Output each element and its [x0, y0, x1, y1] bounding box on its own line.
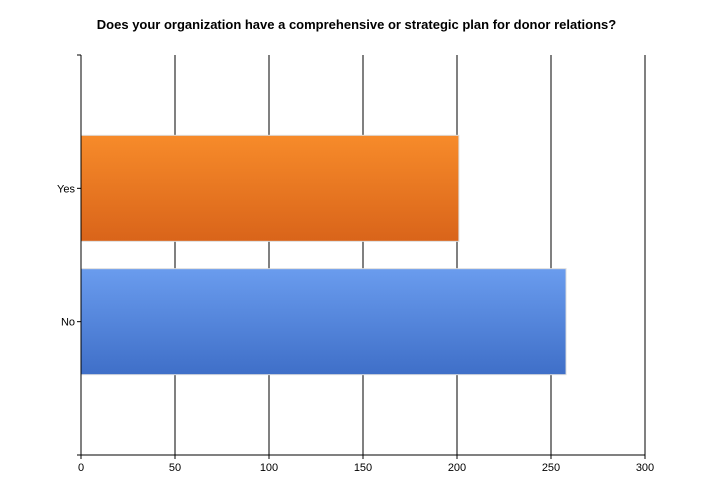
bar-yes: [80, 134, 460, 242]
bars: [80, 134, 567, 376]
bar-no: [80, 268, 567, 376]
x-tick-label: 50: [169, 462, 181, 474]
y-tick-label: Yes: [57, 183, 75, 195]
y-tick-label: No: [61, 317, 75, 329]
x-tick-label: 0: [78, 462, 84, 474]
axes: Yes No 0 50 100 150 200 250 300: [57, 54, 654, 474]
x-tick-label: 200: [448, 462, 466, 474]
x-tick-label: 250: [542, 462, 560, 474]
chart-title: Does your organization have a comprehens…: [96, 17, 617, 32]
gridlines: [174, 55, 646, 455]
x-tick-label: 300: [636, 462, 654, 474]
x-tick-label: 150: [354, 462, 372, 474]
x-tick-label: 100: [260, 462, 278, 474]
